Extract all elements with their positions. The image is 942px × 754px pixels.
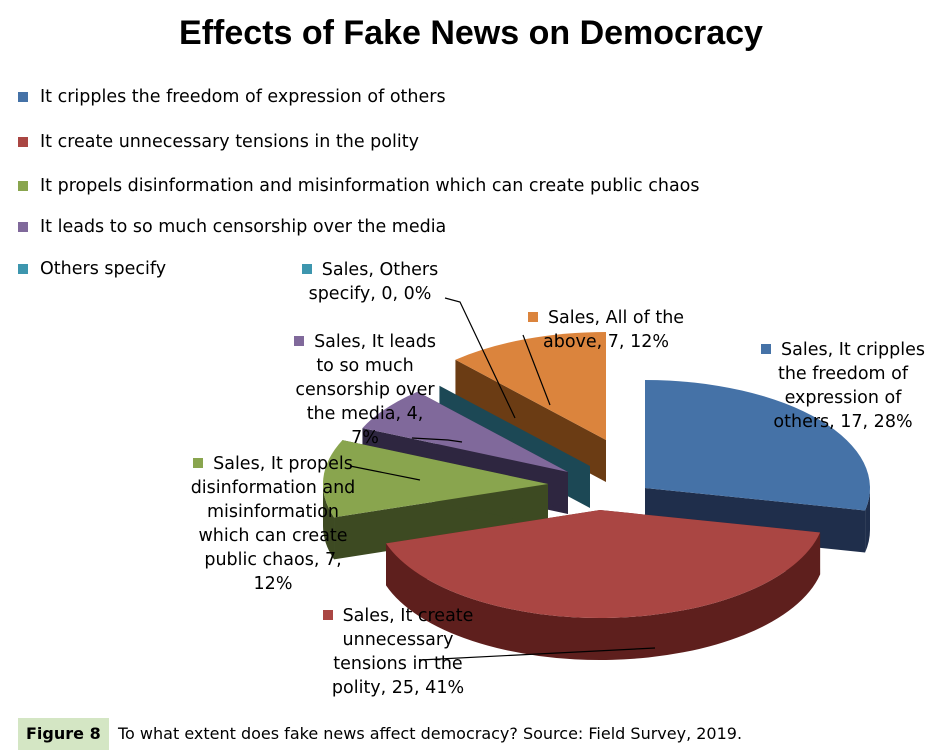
data-label-text: tensions in the: [333, 654, 463, 674]
legend-swatch: [18, 264, 28, 274]
data-label-line: tensions in the: [318, 652, 478, 676]
data-label-text: Sales, It create: [342, 606, 474, 626]
legend-swatch: [18, 137, 28, 147]
data-label-all-of-the-above: Sales, All of the above, 7, 12%: [522, 306, 690, 354]
data-label-text: specify, 0, 0%: [308, 284, 432, 304]
data-label-text: 7%: [351, 428, 379, 448]
legend-swatch: [18, 222, 28, 232]
data-label-line: censorship over: [286, 378, 444, 402]
data-label-line: public chaos, 7,: [178, 548, 368, 572]
pie-slice-tensions: [386, 510, 821, 660]
legend-label: It create unnecessary tensions in the po…: [40, 132, 419, 152]
data-label-line: the media, 4,: [286, 402, 444, 426]
data-label-text: others, 17, 28%: [773, 412, 913, 432]
legend-label: Others specify: [40, 259, 167, 279]
chart-title: Effects of Fake News on Democracy: [179, 14, 763, 52]
pie-slice-rim: [323, 484, 335, 560]
data-label-text: Sales, It leads: [314, 332, 436, 352]
data-label-line: Sales, Others: [290, 258, 450, 282]
data-label-text: which can create: [198, 526, 348, 546]
data-label-line: the freedom of: [752, 362, 934, 386]
data-label-line: unnecessary: [318, 628, 478, 652]
data-label-swatch: [301, 264, 312, 274]
legend-label: It leads to so much censorship over the …: [40, 217, 447, 237]
pie-slice-top: [386, 510, 821, 619]
data-label-line: 12%: [178, 572, 368, 596]
data-label-others: Sales, Others specify, 0, 0%: [290, 258, 450, 306]
data-label-line: Sales, It cripples: [752, 338, 934, 362]
data-label-text: expression of: [784, 388, 902, 408]
data-label-text: disinformation and: [190, 478, 356, 498]
data-label-line: which can create: [178, 524, 368, 548]
data-label-line: Sales, It create: [318, 604, 478, 628]
legend-label: It propels disinformation and misinforma…: [40, 176, 700, 196]
data-label-text: polity, 25, 41%: [331, 678, 465, 698]
data-label-swatch: [527, 312, 538, 322]
pie-slice-top: [455, 332, 606, 440]
data-label-text: the media, 4,: [306, 404, 424, 424]
data-label-tensions: Sales, It create unnecessary tensions in t…: [318, 604, 478, 700]
data-label-text: Sales, Others: [321, 260, 439, 280]
data-label-line: above, 7, 12%: [522, 330, 690, 354]
leader-line-others: [444, 297, 516, 419]
pie-slice-all-of-the-above: [455, 332, 606, 482]
data-label-line: Sales, It leads: [286, 330, 444, 354]
pie-slice-rim: [386, 532, 821, 660]
data-label-text: above, 7, 12%: [543, 332, 669, 352]
leader-line-censorship: [411, 437, 463, 443]
data-label-line: polity, 25, 41%: [318, 676, 478, 700]
caption-text: To what extent does fake news affect dem…: [118, 724, 743, 743]
data-label-censorship: Sales, It leads to so much censorship over…: [286, 330, 444, 450]
data-label-text: Sales, It cripples: [781, 340, 925, 360]
data-label-text: censorship over: [295, 380, 435, 400]
data-label-swatch: [193, 458, 204, 468]
data-label-line: misinformation: [178, 500, 368, 524]
pie-slice-top: [362, 391, 568, 472]
pie-slice-top: [645, 380, 870, 511]
leader-line-tensions: [419, 647, 656, 661]
data-label-line: to so much: [286, 354, 444, 378]
pie-slice-rim: [865, 488, 870, 553]
data-label-text: to so much: [316, 356, 414, 376]
data-label-line: disinformation and: [178, 476, 368, 500]
data-label-line: expression of: [752, 386, 934, 410]
pie-slice-top: [322, 440, 548, 518]
figure-label: Figure 8: [18, 718, 109, 750]
data-label-text: Sales, All of the: [547, 308, 685, 328]
data-label-line: 7%: [286, 426, 444, 450]
data-label-line: Sales, All of the: [522, 306, 690, 330]
legend-label: It cripples the freedom of expression of…: [40, 87, 446, 107]
data-label-disinformation: Sales, It propels disinformation and misin…: [178, 452, 368, 596]
data-label-line: specify, 0, 0%: [290, 282, 450, 306]
leader-line-disinformation: [349, 465, 421, 481]
pie-slice-disinformation: [322, 440, 548, 560]
legend-swatch: [18, 181, 28, 191]
leader-line-all-of-the-above: [522, 334, 551, 406]
data-label-text: unnecessary: [342, 630, 454, 650]
data-label-text: Sales, It propels: [213, 454, 353, 474]
data-label-swatch: [294, 336, 305, 346]
data-label-text: the freedom of: [777, 364, 909, 384]
data-label-text: misinformation: [206, 502, 340, 522]
data-label-swatch: [322, 610, 333, 620]
data-label-text: 12%: [253, 574, 293, 594]
data-label-cripples: Sales, It cripples the freedom of expressi…: [752, 338, 934, 434]
pie-slice-wall: [455, 359, 606, 482]
data-label-line: others, 17, 28%: [752, 410, 934, 434]
legend-swatch: [18, 92, 28, 102]
data-label-swatch: [761, 344, 772, 354]
data-label-line: Sales, It propels: [178, 452, 368, 476]
data-label-text: public chaos, 7,: [204, 550, 342, 570]
